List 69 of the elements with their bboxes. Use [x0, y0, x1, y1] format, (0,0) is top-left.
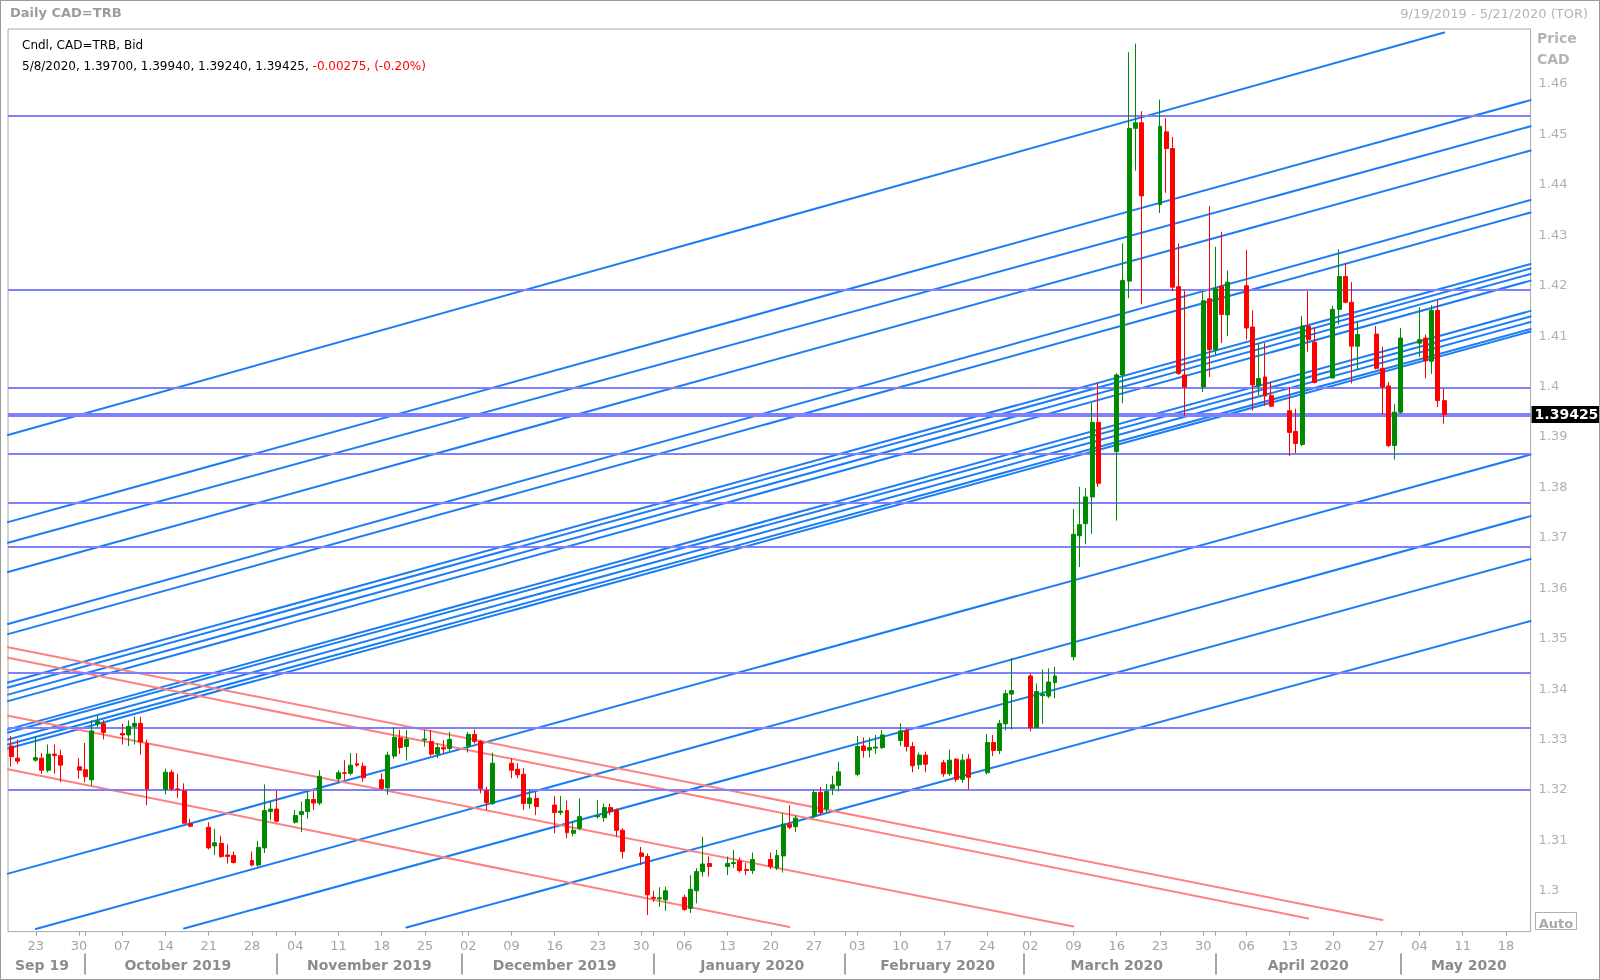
x-tick-label: 16: [546, 937, 563, 953]
x-tick-label: 18: [1497, 937, 1515, 953]
x-tick-label: 27: [1367, 937, 1385, 953]
y-tick-label: 1.31: [1538, 831, 1568, 847]
x-tick-label: 06: [676, 937, 693, 953]
y-tick-label: 1.35: [1538, 630, 1568, 646]
x-tick-label: 20: [1324, 937, 1342, 953]
x-tick-label: 30: [1194, 937, 1212, 953]
y-tick-label: 1.34: [1538, 680, 1568, 696]
y-tick-label: 1.43: [1538, 226, 1568, 242]
x-tick-label: 13: [1281, 937, 1298, 953]
x-tick-label: 13: [719, 937, 736, 953]
x-tick-label: 14: [157, 937, 174, 953]
x-tick-label: 27: [805, 937, 823, 953]
y-tick-label: 1.32: [1538, 781, 1568, 797]
annotation: -0.00275, (-0.20%): [312, 59, 426, 73]
x-tick-label: 04: [286, 937, 304, 953]
x-tick-label: 30: [632, 937, 650, 953]
x-tick-label: 06: [1238, 937, 1255, 953]
x-tick-label: 23: [1151, 937, 1169, 953]
x-tick-label: 07: [114, 937, 131, 953]
x-tick-label: 02: [1022, 937, 1039, 953]
y-tick-label: 1.3: [1538, 882, 1560, 898]
x-tick-label: 11: [330, 937, 347, 953]
x-tick-label: 11: [1454, 937, 1471, 953]
x-tick-label: 20: [762, 937, 780, 953]
x-tick-label: 30: [70, 937, 88, 953]
y-tick-label: 1.38: [1538, 478, 1568, 494]
x-tick-label: 09: [503, 937, 520, 953]
x2-tick-label: January 2020: [699, 956, 805, 973]
x-tick-label: 10: [892, 937, 909, 953]
x2-tick-label: March 2020: [1070, 956, 1164, 973]
y-tick-label: 1.33: [1538, 730, 1568, 746]
y-tick-label: 1.44: [1538, 176, 1568, 192]
y-axis-title: Price CAD: [1537, 29, 1578, 69]
x2-tick-label: Sep 19: [14, 956, 69, 973]
x-tick-label: 17: [935, 937, 953, 953]
x-tick-label: 25: [416, 937, 434, 953]
x2-tick-label: October 2019: [124, 956, 232, 973]
x-tick-label: 09: [1065, 937, 1082, 953]
x2-tick-label: November 2019: [306, 956, 432, 973]
x-tick-label: 23: [589, 937, 607, 953]
y-tick-label: 1.39: [1538, 428, 1568, 444]
y-tick-label: 1.36: [1538, 579, 1568, 595]
chart-subtitle: 9/19/2019 - 5/21/2020 (TOR): [1400, 6, 1588, 22]
x2-tick-label: February 2020: [880, 956, 996, 973]
x2-tick-label: May 2020: [1430, 956, 1508, 973]
y-tick-label: 1.4: [1538, 378, 1560, 393]
x2-tick-label: December 2019: [492, 956, 617, 973]
auto-button: Auto: [1535, 912, 1577, 930]
x-tick-label: 03: [849, 937, 866, 953]
y-tick-label: 1.41: [1538, 327, 1568, 343]
x-tick-label: 04: [1411, 937, 1428, 953]
y-tick-label: 1.37: [1538, 529, 1568, 545]
chart-title: Daily CAD=TRB: [10, 5, 122, 21]
ref-line-label: 1.39425: [1534, 406, 1599, 423]
y-tick-label: 1.42: [1538, 277, 1568, 293]
x-tick-label: 24: [978, 937, 996, 953]
y-tick-label: 1.46: [1538, 75, 1568, 91]
annotation: 5/8/2020, 1.39700, 1.39940, 1.39240, 1.39425,: [22, 59, 309, 73]
x-tick-label: 21: [200, 937, 218, 953]
y-tick-label: 1.45: [1538, 125, 1568, 141]
x-tick-label: 16: [1108, 937, 1126, 953]
annotation: Cndl, CAD=TRB, Bid: [22, 38, 144, 53]
x-tick-label: 23: [27, 937, 45, 953]
x2-tick-label: April 2020: [1267, 956, 1350, 973]
x-tick-label: 28: [243, 937, 261, 953]
x-tick-label: 18: [373, 937, 390, 953]
x-tick-label: 02: [459, 937, 477, 953]
